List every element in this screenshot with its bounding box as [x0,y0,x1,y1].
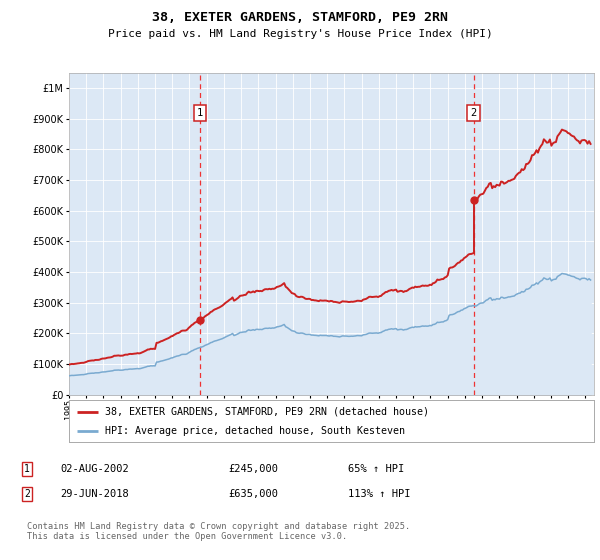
Text: HPI: Average price, detached house, South Kesteven: HPI: Average price, detached house, Sout… [105,426,404,436]
Text: 65% ↑ HPI: 65% ↑ HPI [348,464,404,474]
Text: 1: 1 [24,464,30,474]
Text: £635,000: £635,000 [228,489,278,499]
Text: 38, EXETER GARDENS, STAMFORD, PE9 2RN: 38, EXETER GARDENS, STAMFORD, PE9 2RN [152,11,448,24]
Text: Contains HM Land Registry data © Crown copyright and database right 2025.
This d: Contains HM Land Registry data © Crown c… [27,522,410,542]
Text: 1: 1 [197,108,203,118]
Text: 2: 2 [24,489,30,499]
Text: Price paid vs. HM Land Registry's House Price Index (HPI): Price paid vs. HM Land Registry's House … [107,29,493,39]
Text: 2: 2 [470,108,476,118]
Text: 38, EXETER GARDENS, STAMFORD, PE9 2RN (detached house): 38, EXETER GARDENS, STAMFORD, PE9 2RN (d… [105,407,428,417]
Text: £245,000: £245,000 [228,464,278,474]
Text: 29-JUN-2018: 29-JUN-2018 [60,489,129,499]
Text: 113% ↑ HPI: 113% ↑ HPI [348,489,410,499]
Text: 02-AUG-2002: 02-AUG-2002 [60,464,129,474]
